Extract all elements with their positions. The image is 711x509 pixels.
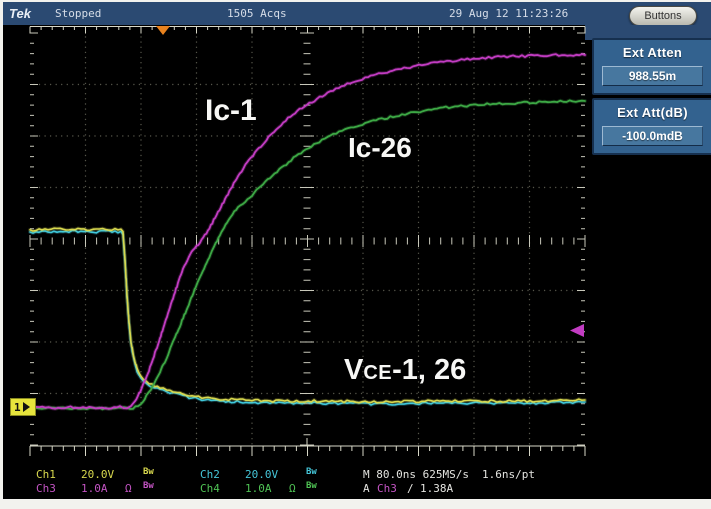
- trigger-mode: A: [363, 482, 370, 495]
- ch3-scale: 1.0A: [81, 482, 108, 495]
- trigger-source: Ch3: [377, 482, 397, 495]
- trigger-position-icon: [156, 26, 170, 35]
- buttons-button[interactable]: Buttons: [629, 6, 697, 26]
- ext-attdb-label: Ext Att(dB): [617, 105, 688, 120]
- ch4-readout: Ch4: [200, 482, 220, 495]
- ch3-bw-badge: Bw: [143, 481, 154, 491]
- ch1-ground-marker[interactable]: 1: [10, 398, 36, 416]
- datetime-display: 29 Aug 12 11:23:26: [449, 7, 569, 20]
- ch4-scale: 1.0A: [245, 482, 272, 495]
- ch3-readout: Ch3: [36, 482, 56, 495]
- vce-trace-label: VCE-1, 26: [344, 354, 467, 386]
- acquisition-count: 1505 Acqs: [227, 7, 287, 20]
- timebase-readout: M 80.0ns 625MS/s: [363, 468, 469, 481]
- right-arrow-icon: [22, 402, 30, 412]
- ic1-trace-label: Ic-1: [205, 94, 257, 127]
- sample-resolution: 1.6ns/pt: [482, 468, 535, 481]
- trigger-slope-icon: ∕: [407, 482, 414, 495]
- ch4-bw-badge: Bw: [306, 481, 317, 491]
- acquisition-status: Stopped: [55, 7, 102, 20]
- trigger-level-icon: [570, 324, 584, 337]
- ch3-ohm-icon: Ω: [125, 482, 132, 495]
- ext-attdb-menu-box: Ext Att(dB) -100.0mdB: [592, 98, 711, 155]
- status-bar: Ch1 20.0V Bw Ch2 20.0V Bw M 80.0ns 625MS…: [3, 442, 711, 499]
- ic26-trace-label: Ic-26: [348, 132, 412, 163]
- trace-ic-26: [29, 99, 586, 411]
- ch1-readout: Ch1: [36, 468, 56, 481]
- title-bar: Tek Stopped 1505 Acqs 29 Aug 12 11:23:26…: [3, 2, 711, 26]
- side-panel-top-strip: [585, 25, 711, 40]
- ext-atten-value-button[interactable]: 988.55m: [602, 66, 703, 86]
- ext-attdb-value-button[interactable]: -100.0mdB: [602, 126, 703, 146]
- ch2-scale: 20.0V: [245, 468, 279, 481]
- ext-atten-label: Ext Atten: [622, 45, 683, 60]
- ch1-scale: 20.0V: [81, 468, 115, 481]
- ch4-ohm-icon: Ω: [289, 482, 296, 495]
- oscilloscope-screen: Tek Stopped 1505 Acqs 29 Aug 12 11:23:26…: [3, 2, 711, 499]
- ch2-bw-badge: Bw: [306, 467, 317, 477]
- ch2-readout: Ch2: [200, 468, 220, 481]
- trigger-level: 1.38A: [420, 482, 454, 495]
- ch1-bw-badge: Bw: [143, 467, 154, 477]
- tek-logo: Tek: [9, 6, 31, 21]
- trace-ic-1: [29, 53, 586, 410]
- trace-vce-1: [29, 227, 586, 404]
- ext-atten-menu-box: Ext Atten 988.55m: [592, 38, 711, 95]
- trace-vce-26: [29, 229, 586, 406]
